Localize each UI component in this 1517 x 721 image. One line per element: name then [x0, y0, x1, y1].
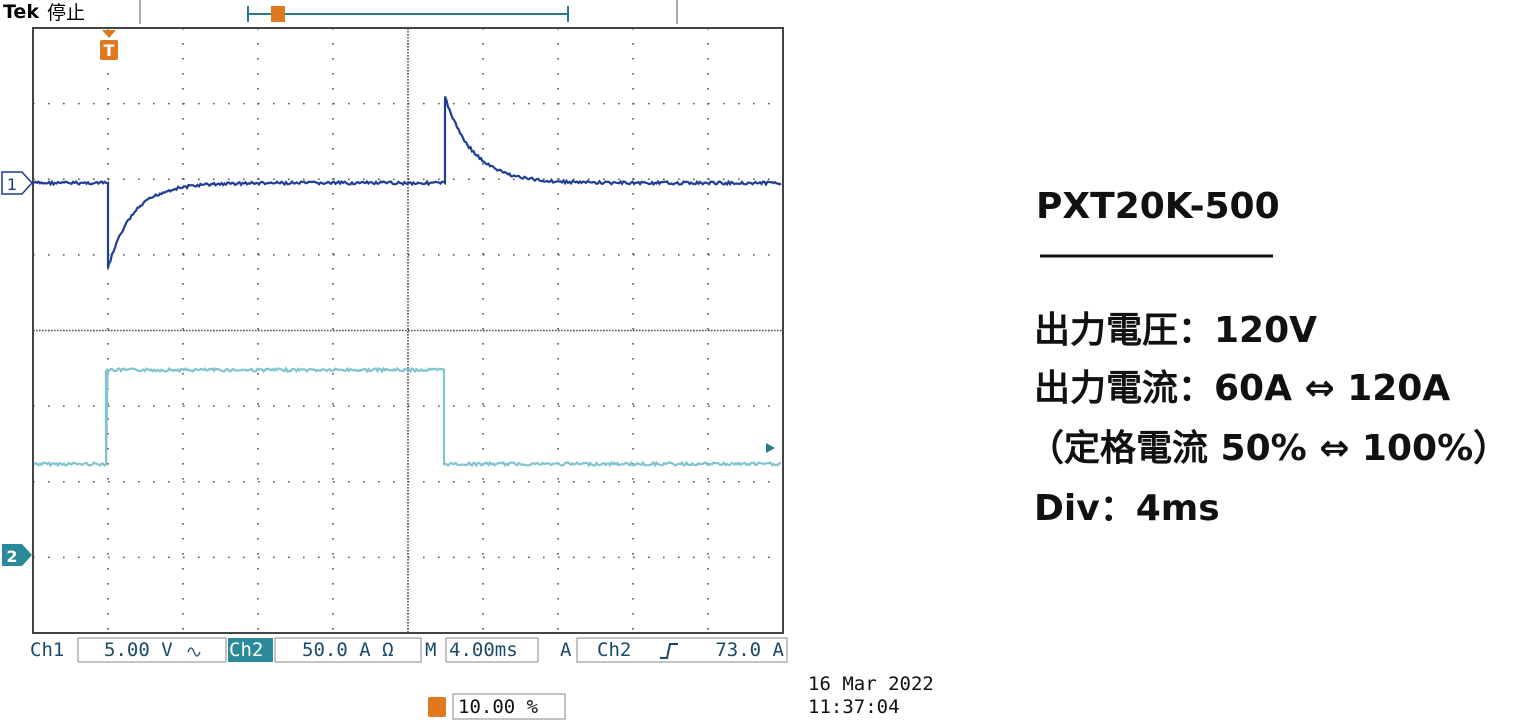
- readout-box: [576, 637, 788, 663]
- graticule-border: [32, 27, 784, 634]
- ch2-scale: 50.0 A Ω: [302, 639, 394, 661]
- note-line: （定格電流 50% ⇔ 100%）: [1028, 428, 1509, 469]
- trigger-marker: [100, 40, 118, 60]
- trigger-position-icon: [271, 6, 285, 22]
- ch2-label: Ch2: [229, 639, 263, 661]
- trigger-source: Ch2: [597, 639, 631, 661]
- model: PXT20K-500: [1036, 186, 1280, 227]
- trigger-arrow: [102, 30, 116, 38]
- time-label: M: [425, 639, 436, 661]
- bandwidth-icon: [187, 647, 201, 657]
- readout-box: [77, 637, 227, 663]
- ch1-trace: [33, 96, 782, 269]
- trigger-level-marker: [766, 443, 775, 453]
- slope-icon: [660, 643, 678, 659]
- readout-box: [452, 693, 566, 720]
- time: 11:37:04: [808, 696, 900, 718]
- note-line: 出力電流：60A ⇔ 120A: [1034, 368, 1450, 409]
- record-bar: [247, 6, 569, 22]
- date: 16 Mar 2022: [808, 673, 934, 695]
- ch2-label-box: [228, 638, 273, 662]
- brand: Tek: [3, 1, 39, 23]
- ch1-scale: 5.00 V: [104, 639, 173, 661]
- trigger-level: 73.0 A: [715, 639, 784, 661]
- ch2-trace: [33, 366, 781, 468]
- trigger-position-icon: [428, 697, 446, 717]
- run-status: 停止: [47, 2, 85, 24]
- ch1-label: Ch1: [30, 639, 64, 661]
- trigger-marker-label: T: [104, 41, 115, 60]
- ch1-marker-label: 1: [7, 175, 17, 194]
- ch1-marker: [1, 171, 34, 195]
- note-line: Div：4ms: [1034, 488, 1220, 529]
- trigger-position: 10.00 %: [458, 696, 539, 718]
- note-line: 出力電圧：120V: [1034, 310, 1317, 351]
- time-scale: 4.00ms: [449, 639, 518, 661]
- ch2-marker: [2, 544, 32, 566]
- readout-box: [274, 637, 422, 663]
- ch2-marker-label: 2: [6, 547, 17, 566]
- graticule: [33, 28, 783, 633]
- trigger-label: A: [560, 639, 572, 661]
- readout-box: [445, 637, 539, 663]
